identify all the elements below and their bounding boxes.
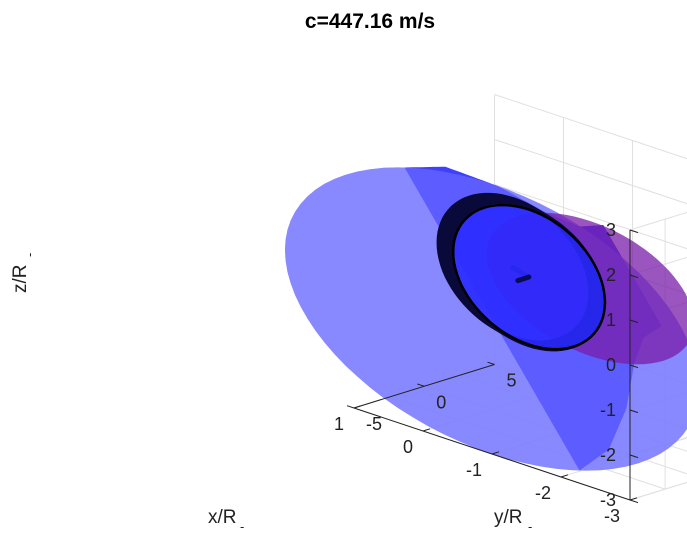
y-axis-label: y/R	[494, 507, 523, 528]
z-tick-label: -3	[600, 490, 616, 510]
x-tick-label: -1	[466, 460, 482, 480]
x-tick-mark	[422, 428, 431, 432]
z-tick-mark	[629, 229, 639, 234]
x-axis-label-sub: -	[240, 519, 244, 534]
z-tick-label: 2	[606, 265, 616, 285]
x-tick-mark	[353, 405, 362, 409]
x-tick-mark	[491, 451, 500, 455]
axes-layer	[346, 229, 639, 504]
z-tick-mark	[629, 499, 639, 504]
y-tick-label: 0	[436, 392, 446, 412]
x-tick-label: 0	[403, 437, 413, 457]
x-tick-mark	[560, 474, 569, 478]
x-axis-label-group: x/R -	[208, 507, 244, 534]
grid-line	[629, 481, 687, 501]
axis-end-segment	[515, 274, 532, 284]
y-axis-label-group: y/R -	[494, 507, 532, 534]
grid-line	[629, 211, 687, 231]
z-tick-label: 1	[606, 310, 616, 330]
x-tick-label: -3	[604, 506, 620, 526]
x-tick-label: -2	[535, 483, 551, 503]
y-tick-label: -5	[366, 414, 382, 434]
z-tick-label: -1	[600, 400, 616, 420]
y-tick-label: 5	[507, 371, 517, 391]
x-tick-label: 1	[334, 414, 344, 434]
z-tick-label: 3	[606, 220, 616, 240]
z-axis-label-group: z/R -	[10, 253, 37, 293]
grid-line	[494, 139, 687, 205]
grid-line	[494, 94, 687, 160]
x-axis-label: x/R	[208, 507, 237, 528]
z-axis-label: z/R	[10, 265, 31, 294]
z-tick-mark	[629, 364, 639, 369]
z-axis-label-sub: -	[22, 253, 37, 257]
y-tick-mark	[417, 383, 425, 387]
y-tick-mark	[487, 361, 495, 365]
y-axis-label-sub: -	[528, 519, 532, 534]
chart-title: c=447.16 m/s	[305, 10, 435, 33]
y-tick-mark	[346, 405, 355, 409]
ring-layer	[436, 192, 607, 352]
z-tick-label: 0	[606, 355, 616, 375]
tick-labels: 3 2 1 0 -1 -2 -3-3 -2 -1 0 1 -5 0 5	[334, 220, 620, 526]
z-tick-mark	[629, 409, 639, 414]
z-tick-mark	[629, 274, 639, 279]
z-tick-mark	[629, 319, 639, 324]
z-tick-mark	[629, 454, 639, 459]
z-tick-label: -2	[600, 445, 616, 465]
x-tick-mark	[629, 497, 638, 501]
